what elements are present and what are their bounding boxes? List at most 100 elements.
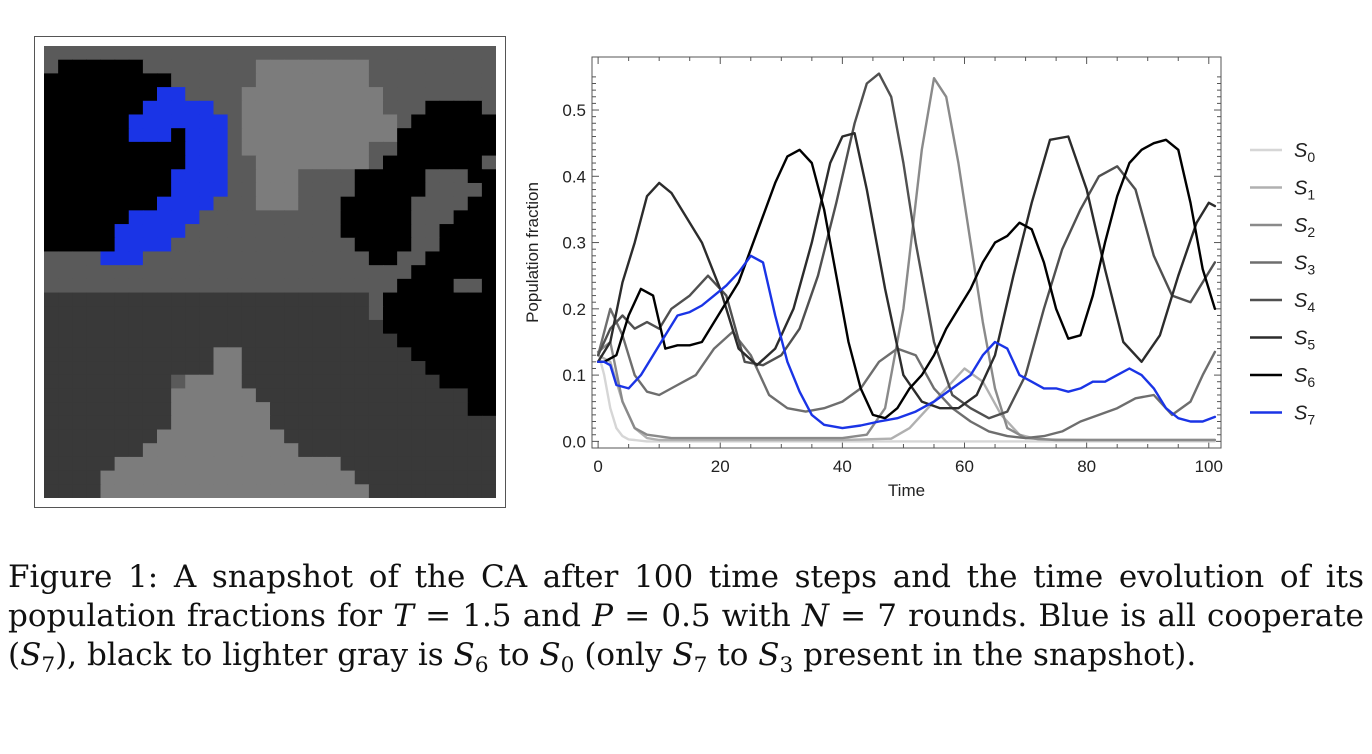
ca-cell <box>312 87 328 102</box>
ca-cell <box>425 306 441 321</box>
ca-cell <box>481 155 496 170</box>
ca-cell <box>241 59 257 74</box>
ca-cell <box>255 169 271 184</box>
ca-cell <box>326 46 342 61</box>
ca-cell <box>157 224 172 239</box>
caption-text-3: = 0.5 with <box>613 598 802 634</box>
ca-cell <box>128 155 144 170</box>
ca-cell <box>128 59 144 74</box>
ca-cell <box>241 388 257 403</box>
ca-cell <box>255 196 271 211</box>
ca-cell <box>255 224 271 239</box>
legend-label-subscript: 3 <box>1307 262 1315 278</box>
ca-cell <box>185 182 200 198</box>
ca-cell <box>439 46 455 61</box>
ca-cell <box>425 429 441 444</box>
ca-cell <box>312 141 328 157</box>
ca-cell <box>58 114 73 129</box>
ca-cell <box>142 224 158 239</box>
ca-cell <box>368 306 384 321</box>
ca-cell <box>227 100 243 116</box>
ca-cell <box>58 59 73 74</box>
ca-cell <box>86 265 102 280</box>
ca-cell <box>354 361 370 376</box>
ca-cell <box>128 443 144 458</box>
ca-cell <box>467 155 483 170</box>
ca-cell <box>326 443 342 458</box>
ca-cell <box>157 388 172 403</box>
ca-cell <box>453 210 469 225</box>
ca-cell <box>171 443 186 458</box>
ca-cell <box>199 141 215 157</box>
ca-cell <box>326 456 342 472</box>
ca-cell <box>100 169 116 184</box>
ca-cell <box>142 361 158 376</box>
ca-cell <box>368 59 384 74</box>
ca-cell <box>241 182 257 198</box>
ca-cell <box>100 484 116 498</box>
ca-cell <box>114 59 130 74</box>
ca-cell <box>86 251 102 266</box>
ca-cell <box>383 59 398 74</box>
ca-cell <box>425 73 441 88</box>
ca-cell <box>199 429 215 444</box>
ca-cell <box>100 251 116 266</box>
ca-cell <box>58 319 73 335</box>
ca-cell <box>86 224 102 239</box>
ca-cell <box>467 210 483 225</box>
ca-cell <box>383 265 398 280</box>
ca-cell <box>171 333 186 348</box>
ca-cell <box>241 251 257 266</box>
ca-cell <box>397 374 412 390</box>
ca-cell <box>298 292 313 307</box>
ca-cell <box>86 333 102 348</box>
ca-cell <box>383 237 398 253</box>
ca-cell <box>439 114 455 129</box>
ca-cell <box>142 374 158 390</box>
ca-cell <box>368 265 384 280</box>
ca-cell <box>270 224 285 239</box>
ca-cell <box>298 196 313 211</box>
ca-cell <box>467 87 483 102</box>
ca-cell <box>425 443 441 458</box>
ca-cell <box>142 306 158 321</box>
ca-cell <box>467 251 483 266</box>
ca-cell <box>157 347 172 362</box>
ca-cell <box>86 319 102 335</box>
ca-cell <box>100 224 116 239</box>
ca-cell <box>86 87 102 102</box>
ca-cell <box>100 210 116 225</box>
ca-cell <box>142 251 158 266</box>
ca-cell <box>58 306 73 321</box>
ca-cell <box>100 278 116 294</box>
ca-cell <box>467 100 483 116</box>
ca-cell <box>425 278 441 294</box>
ca-cell <box>44 46 59 61</box>
ca-cell <box>481 114 496 129</box>
ca-cell <box>354 73 370 88</box>
ca-cell <box>241 374 257 390</box>
ca-cell <box>255 128 271 143</box>
ca-cell <box>227 141 243 157</box>
ca-cell <box>425 333 441 348</box>
ca-cell <box>383 73 398 88</box>
ca-cell <box>72 319 87 335</box>
ca-cell <box>326 196 342 211</box>
ca-cell <box>44 292 59 307</box>
ca-cell <box>185 484 200 498</box>
ca-cell <box>453 128 469 143</box>
ca-cell <box>340 388 356 403</box>
x-axis-label: Time <box>888 481 925 500</box>
legend-label-letter: S <box>1294 140 1308 162</box>
ca-cell <box>383 306 398 321</box>
ca-cell <box>298 374 313 390</box>
ca-cell <box>439 347 455 362</box>
ca-cell <box>142 59 158 74</box>
caption-sym-s6: S <box>453 637 475 673</box>
ca-cell <box>157 374 172 390</box>
ca-cell <box>142 114 158 129</box>
caption-text-6: to <box>488 637 540 673</box>
ca-cell <box>213 443 229 458</box>
ca-cell <box>227 388 243 403</box>
ca-cell <box>397 73 412 88</box>
